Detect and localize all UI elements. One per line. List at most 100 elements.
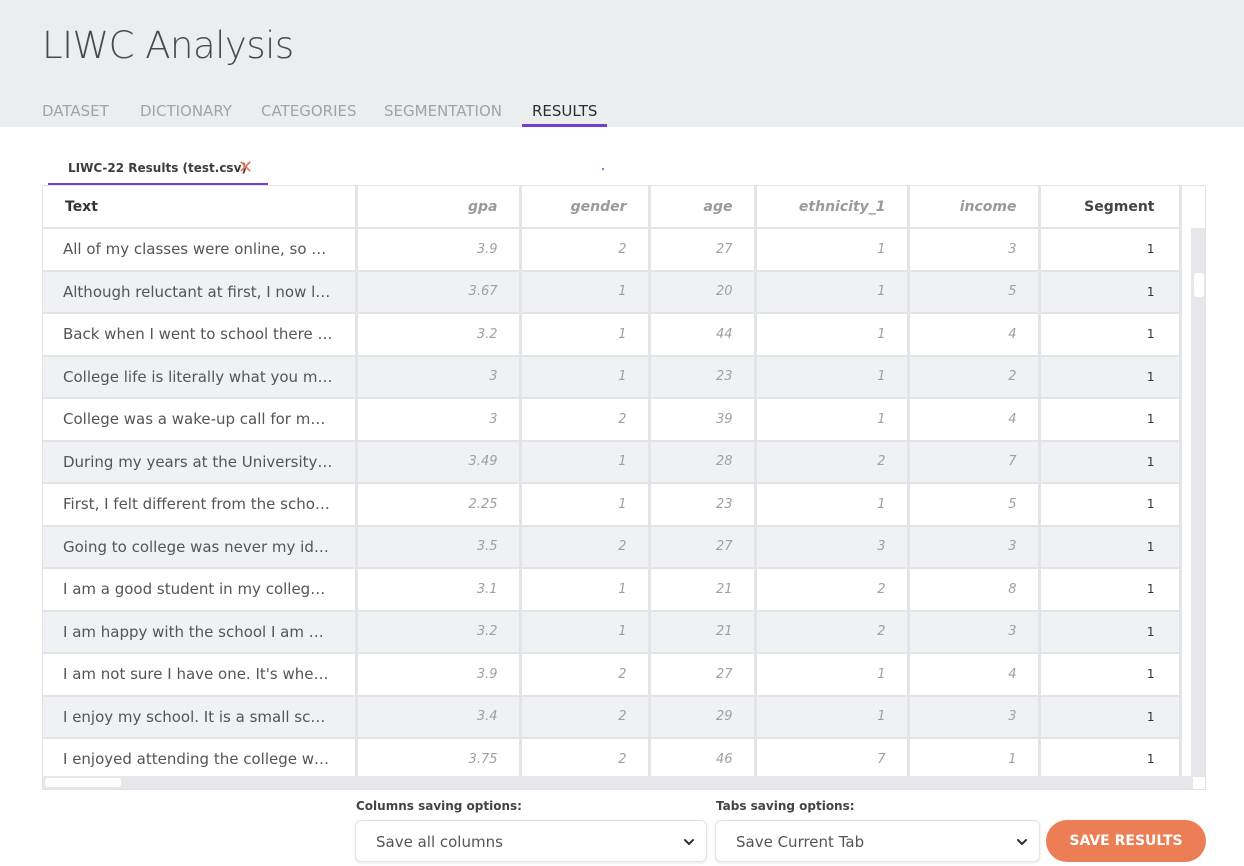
table-cell[interactable]: 21 [649,610,757,654]
table-cell[interactable]: 29 [649,695,757,739]
vertical-scrollbar[interactable] [1191,228,1205,777]
table-cell[interactable]: 1 [755,483,910,527]
table-cell[interactable]: 27 [649,228,757,272]
table-row[interactable]: College was a wake-up call for me. I ...… [43,398,1182,442]
table-row[interactable]: Back when I went to school there th... 3.… [43,313,1182,357]
table-cell[interactable]: Going to college was never my idea ... [43,525,358,569]
table-cell[interactable]: 1 [1039,228,1182,272]
table-cell[interactable]: 1 [1039,483,1182,527]
table-cell[interactable]: 7 [755,738,910,782]
horizontal-scrollbar[interactable] [43,776,1193,789]
horizontal-scrollbar-thumb[interactable] [45,778,121,787]
table-cell[interactable]: 1 [755,228,910,272]
table-row[interactable]: I am not sure I have one. It's where I s… [43,653,1182,697]
results-grid[interactable]: Text gpa gender age ethnicity_1 income S… [42,185,1206,790]
table-cell[interactable]: 1 [1039,695,1182,739]
table-cell[interactable]: 4 [908,398,1041,442]
table-cell[interactable]: 1 [1039,738,1182,782]
table-cell[interactable]: 3.49 [356,440,522,484]
table-cell[interactable]: All of my classes were online, so my ... [43,228,358,272]
table-cell[interactable]: 3.67 [356,270,522,314]
table-cell[interactable]: 3.75 [356,738,522,782]
table-cell[interactable]: 39 [649,398,757,442]
table-cell[interactable]: 3.2 [356,610,522,654]
table-cell[interactable]: 2 [520,653,651,697]
table-cell[interactable]: 23 [649,355,757,399]
table-cell[interactable]: 1 [1039,568,1182,612]
table-cell[interactable]: 2 [520,228,651,272]
table-cell[interactable]: 2 [755,568,910,612]
table-cell[interactable]: 1 [908,738,1041,782]
table-cell[interactable]: 3 [908,228,1041,272]
table-cell[interactable]: 1 [755,695,910,739]
column-header-gender[interactable]: gender [520,186,651,229]
table-cell[interactable]: 1 [755,398,910,442]
table-cell[interactable]: 3.2 [356,313,522,357]
table-cell[interactable]: 1 [520,568,651,612]
tab-categories[interactable]: CATEGORIES [261,102,357,120]
column-header-income[interactable]: income [908,186,1041,229]
table-cell[interactable]: 1 [755,355,910,399]
table-cell[interactable]: 4 [908,653,1041,697]
table-cell[interactable]: 4 [908,313,1041,357]
table-cell[interactable]: 1 [755,313,910,357]
column-header-text[interactable]: Text [43,186,358,229]
table-cell[interactable]: 5 [908,270,1041,314]
table-cell[interactable]: 27 [649,653,757,697]
table-cell[interactable]: 1 [520,440,651,484]
table-cell[interactable]: 3 [908,525,1041,569]
table-cell[interactable]: Although reluctant at first, I now love … [43,270,358,314]
table-cell[interactable]: 3 [755,525,910,569]
table-cell[interactable]: 1 [755,270,910,314]
table-cell[interactable]: 2 [520,398,651,442]
column-header-gpa[interactable]: gpa [356,186,522,229]
table-cell[interactable]: 28 [649,440,757,484]
table-cell[interactable]: During my years at the University I ha..… [43,440,358,484]
table-cell[interactable]: I enjoyed attending the college when... [43,738,358,782]
table-cell[interactable]: 2 [520,738,651,782]
save-results-button[interactable]: SAVE RESULTS [1046,820,1206,862]
table-cell[interactable]: 1 [1039,525,1182,569]
tab-dataset[interactable]: DATASET [42,102,109,120]
table-cell[interactable]: 8 [908,568,1041,612]
table-row[interactable]: Going to college was never my idea ... 3.… [43,525,1182,569]
table-cell[interactable]: 3 [356,398,522,442]
table-cell[interactable]: I enjoy my school. It is a small school … [43,695,358,739]
column-header-age[interactable]: age [649,186,757,229]
table-cell[interactable]: 3.1 [356,568,522,612]
table-row[interactable]: During my years at the University I ha..… [43,440,1182,484]
table-cell[interactable]: 46 [649,738,757,782]
table-cell[interactable]: 44 [649,313,757,357]
tab-dictionary[interactable]: DICTIONARY [140,102,232,120]
table-cell[interactable]: 3.9 [356,653,522,697]
table-cell[interactable]: 1 [1039,610,1182,654]
table-cell[interactable]: 1 [1039,313,1182,357]
column-header-segment[interactable]: Segment [1039,186,1182,229]
table-cell[interactable]: College life is literally what you make.… [43,355,358,399]
table-cell[interactable]: I am a good student in my college. I ... [43,568,358,612]
tab-segmentation[interactable]: SEGMENTATION [384,102,502,120]
tab-results[interactable]: RESULTS [521,101,608,127]
table-cell[interactable]: 27 [649,525,757,569]
table-cell[interactable]: 1 [520,483,651,527]
table-row[interactable]: College life is literally what you make.… [43,355,1182,399]
table-cell[interactable]: 23 [649,483,757,527]
table-cell[interactable]: 21 [649,568,757,612]
table-cell[interactable]: Back when I went to school there th... [43,313,358,357]
table-cell[interactable]: I am happy with the school I am goin... [43,610,358,654]
table-cell[interactable]: 1 [1039,270,1182,314]
table-cell[interactable]: 1 [1039,653,1182,697]
table-row[interactable]: All of my classes were online, so my ...… [43,228,1182,272]
table-cell[interactable]: 2 [520,695,651,739]
table-cell[interactable]: 7 [908,440,1041,484]
table-cell[interactable]: 3.9 [356,228,522,272]
table-cell[interactable]: 3.4 [356,695,522,739]
table-row[interactable]: First, I felt different from the school.… [43,483,1182,527]
table-cell[interactable]: 1 [520,270,651,314]
table-cell[interactable]: 3 [356,355,522,399]
vertical-scrollbar-thumb[interactable] [1194,273,1204,297]
table-cell[interactable]: 1 [520,313,651,357]
table-row[interactable]: I am a good student in my college. I ...… [43,568,1182,612]
table-row[interactable]: I am happy with the school I am goin... 3… [43,610,1182,654]
table-cell[interactable]: 2 [520,525,651,569]
